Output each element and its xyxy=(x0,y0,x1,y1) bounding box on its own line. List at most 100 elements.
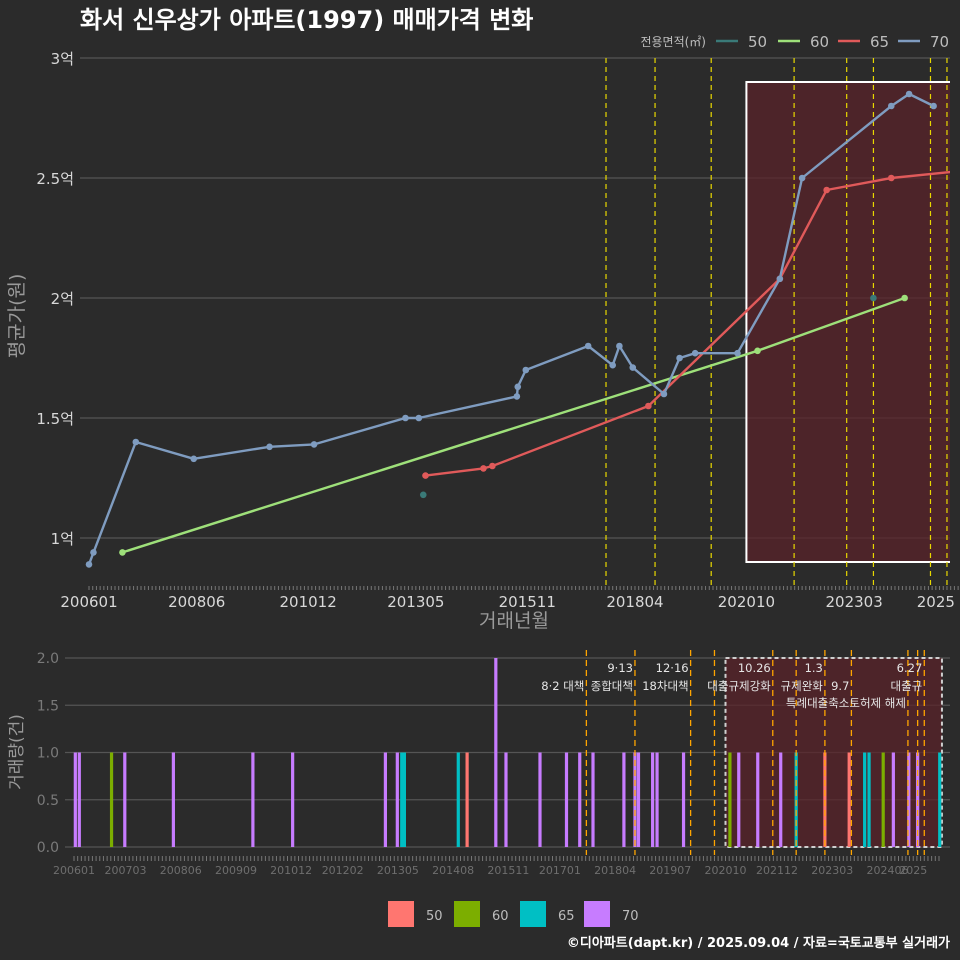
volume-legend-swatch-70 xyxy=(584,901,610,927)
series-60-point xyxy=(119,549,126,556)
series-50-point xyxy=(870,294,877,302)
policy-annotation: 토허제 해제 xyxy=(849,696,906,710)
price-x-tick-label: 200601 xyxy=(60,593,117,611)
series-70-point xyxy=(132,438,140,446)
volume-x-tick-label: 200909 xyxy=(215,864,257,877)
price-y-tick-label: 2억 xyxy=(51,290,74,308)
volume-bar-70 xyxy=(655,752,659,847)
series-70-point xyxy=(85,561,93,568)
volume-bar-70 xyxy=(651,752,655,847)
policy-annotation: 9·13 xyxy=(607,661,633,675)
volume-legend-swatch-65 xyxy=(520,901,546,927)
price-y-tick-label: 2.5억 xyxy=(36,170,74,188)
volume-bar-65 xyxy=(400,752,404,847)
policy-annotation: 대출규제강화 xyxy=(707,679,771,693)
price-y-tick-label: 1억 xyxy=(51,530,74,548)
price-chart-axes: 1억 1.5억 2억 2.5억 3억 200601 200806 201012 201305 20… xyxy=(36,50,959,611)
volume-bar-70 xyxy=(251,752,255,847)
price-y-tick-label: 3억 xyxy=(51,50,74,68)
volume-bar-70 xyxy=(633,752,637,847)
price-chart-series-layer xyxy=(85,90,950,568)
series-65-point xyxy=(422,472,429,479)
volume-bar-70 xyxy=(891,752,895,847)
volume-chart-highlight-layer xyxy=(724,657,943,848)
volume-bar-70 xyxy=(383,752,387,847)
volume-chart-legend: 50 60 65 70 xyxy=(388,901,639,927)
volume-bar-70 xyxy=(636,752,641,847)
volume-chart-bar-layer xyxy=(73,658,942,847)
series-70-point xyxy=(514,383,522,391)
policy-annotation: 특례대출축소 xyxy=(786,696,849,710)
volume-x-tick-label: 202010 xyxy=(705,864,747,877)
series-70-point xyxy=(930,102,937,110)
price-x-tick-label: 2025 xyxy=(917,593,955,611)
volume-x-tick-label: 200806 xyxy=(160,864,202,877)
price-chart-legend: 전용면적(㎡) 50 60 65 70 xyxy=(640,33,949,51)
volume-bar-70 xyxy=(681,752,686,847)
volume-x-tick-label: 2025 xyxy=(899,864,927,877)
volume-x-tick-label: 201907 xyxy=(649,864,691,877)
price-x-tick-label: 201305 xyxy=(387,593,444,611)
volume-x-tick-label: 201804 xyxy=(594,864,636,877)
legend-label-65: 65 xyxy=(870,33,889,51)
price-x-tick-label: 202010 xyxy=(718,593,775,611)
series-70-point xyxy=(734,349,741,357)
series-65-point xyxy=(480,465,487,472)
volume-bar-70 xyxy=(779,752,783,847)
volume-bar-70 xyxy=(564,752,569,847)
volume-bar-70 xyxy=(756,752,760,847)
volume-bar-60 xyxy=(728,752,732,847)
volume-bar-60 xyxy=(109,752,114,847)
volume-bar-70 xyxy=(578,752,582,847)
volume-bar-70 xyxy=(504,752,508,847)
policy-annotation: 9.7 xyxy=(831,679,849,693)
source-credit: ©디아파트(dapt.kr) / 2025.09.04 / 자료=국토교통부 실… xyxy=(567,935,950,951)
series-70-point xyxy=(887,102,895,110)
volume-bar-50 xyxy=(847,752,851,847)
volume-x-tick-label: 201511 xyxy=(487,864,529,877)
volume-bar-65 xyxy=(794,752,798,847)
series-65-point xyxy=(489,462,496,470)
series-70-point xyxy=(90,549,97,556)
volume-bar-50 xyxy=(823,752,827,847)
volume-x-tick-label: 202406 xyxy=(866,864,908,877)
volume-bar-65 xyxy=(867,752,871,847)
series-70-point xyxy=(776,275,784,283)
series-70-point xyxy=(584,342,592,350)
series-60-point xyxy=(901,294,908,302)
price-y-tick-label: 1.5억 xyxy=(36,410,74,428)
volume-bar-70 xyxy=(395,752,399,847)
legend-label-60: 60 xyxy=(810,33,829,51)
series-70-point xyxy=(190,455,198,463)
series-70-point xyxy=(310,441,318,448)
volume-bar-50 xyxy=(465,752,469,847)
series-70-point xyxy=(616,342,623,350)
volume-legend-label-50: 50 xyxy=(426,909,443,924)
volume-legend-label-65: 65 xyxy=(558,909,575,924)
volume-x-tick-label: 201012 xyxy=(270,864,312,877)
price-x-tick-label: 201511 xyxy=(499,593,556,611)
volume-legend-swatch-60 xyxy=(454,901,480,927)
price-chart-policy-layer xyxy=(605,58,948,588)
volume-bar-65 xyxy=(863,752,867,847)
policy-annotation: 10.26 xyxy=(738,661,771,675)
volume-x-tick-label: 200703 xyxy=(105,864,147,877)
volume-legend-label-70: 70 xyxy=(622,909,639,924)
volume-y-tick-label: 0.0 xyxy=(37,840,59,856)
series-70-point xyxy=(905,90,913,98)
series-70-point xyxy=(522,366,530,374)
legend-label-70: 70 xyxy=(930,33,949,51)
price-x-tick-label: 200806 xyxy=(168,593,225,611)
volume-bar-65 xyxy=(402,752,406,847)
volume-y-tick-label: 2.0 xyxy=(37,651,59,667)
volume-y-axis-title: 거래량(건) xyxy=(7,714,27,790)
series-70-point xyxy=(513,393,521,400)
series-70-point xyxy=(798,174,806,182)
policy-annotation: 8·2 대책 xyxy=(541,679,584,693)
volume-chart-annotations: 8·2 대책 9·13 종합대책 12·16 18차대책 10.26 대출규제강화 1.3 규제… xyxy=(541,661,922,710)
price-chart-highlight-layer xyxy=(745,81,950,563)
volume-bar-70 xyxy=(591,752,595,847)
volume-bar-70 xyxy=(538,752,542,847)
series-70-line xyxy=(87,92,935,565)
